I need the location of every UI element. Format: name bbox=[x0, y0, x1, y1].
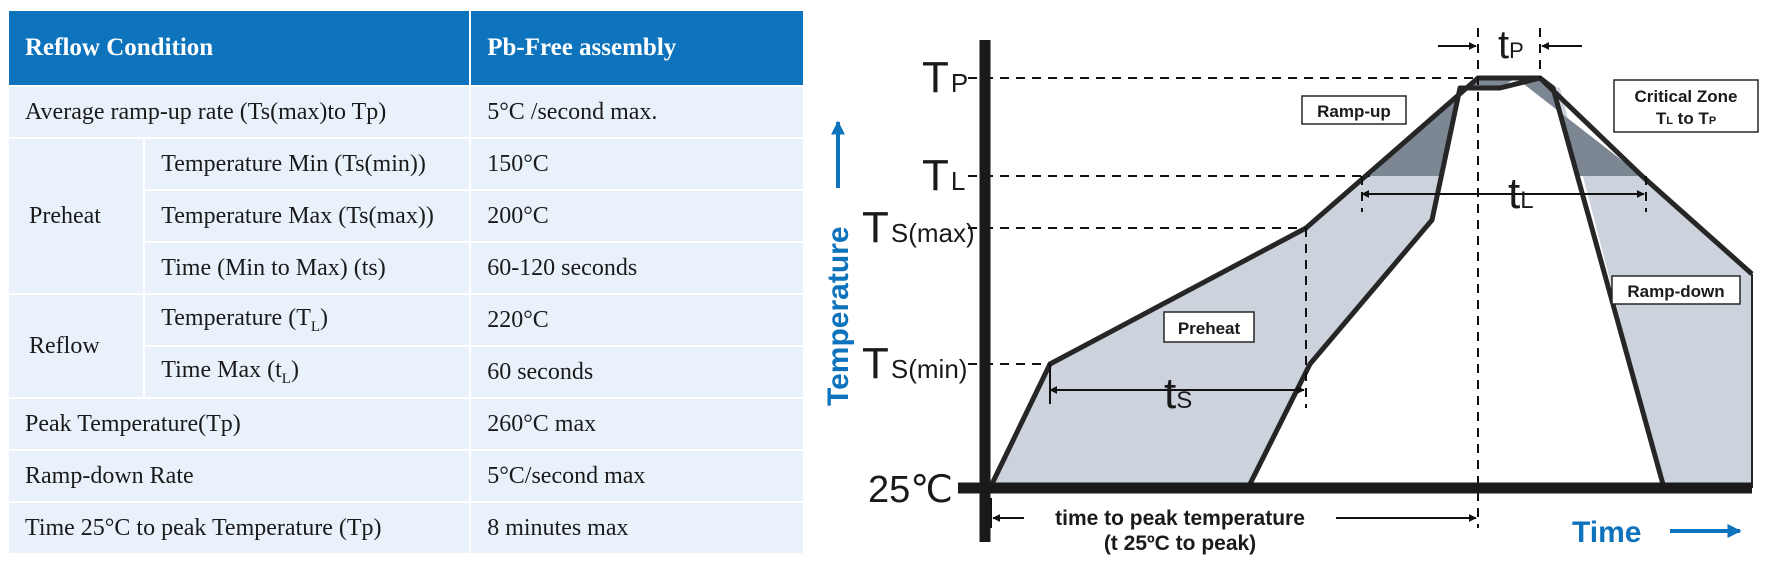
header-reflow-condition: Reflow Condition bbox=[9, 11, 470, 85]
critical-zone-right bbox=[1516, 78, 1642, 176]
row-value: 200°C bbox=[471, 191, 803, 241]
preheat-label: Preheat bbox=[1178, 319, 1241, 338]
row-label: Time Max (tL) bbox=[145, 347, 470, 397]
row-label: Temperature Min (Ts(min)) bbox=[145, 139, 470, 189]
table-row: Average ramp-up rate (Ts(max)to Tp) 5°C … bbox=[9, 87, 803, 137]
row-value: 260°C max bbox=[471, 399, 803, 449]
label-tsmin: TS(min) bbox=[862, 339, 967, 388]
critical-zone-label-1: Critical Zone bbox=[1635, 87, 1738, 106]
row-value: 60-120 seconds bbox=[471, 243, 803, 293]
critical-zone-box bbox=[1613, 79, 1759, 133]
ramp-down-box bbox=[1611, 275, 1741, 305]
time-to-peak-line2: (t 25ºC to peak) bbox=[1104, 532, 1256, 555]
table-row: Temperature Max (Ts(max)) 200°C bbox=[9, 191, 803, 241]
row-label: Temperature Max (Ts(max)) bbox=[145, 191, 470, 241]
table-row: Reflow Temperature (TL) 220°C bbox=[9, 295, 803, 397]
table-row: Time (Min to Max) (ts) 60-120 seconds bbox=[9, 243, 803, 293]
table-row: Ramp-down Rate 5°C/second max bbox=[9, 451, 803, 501]
group-reflow: Reflow bbox=[9, 295, 144, 397]
spec-table: Reflow Condition Pb-Free assembly Averag… bbox=[7, 9, 805, 555]
time-to-peak-caption-bg bbox=[1024, 502, 1336, 550]
profile-inner-line bbox=[1245, 75, 1667, 490]
table-row: Peak Temperature(Tp) 260°C max bbox=[9, 399, 803, 449]
profile-area-left bbox=[990, 78, 1516, 488]
row-value: 60 seconds bbox=[471, 347, 803, 397]
row-value: 220°C bbox=[471, 295, 803, 345]
label-room-temp: 25℃ bbox=[868, 469, 953, 511]
critical-zone-label-2: TL to TP bbox=[1656, 109, 1716, 128]
critical-zone-left bbox=[1370, 78, 1516, 176]
label-tsmax: TS(max) bbox=[862, 203, 975, 252]
row-label: Peak Temperature(Tp) bbox=[9, 399, 470, 449]
row-value: 150°C bbox=[471, 139, 803, 189]
time-to-peak-line1: time to peak temperature bbox=[1055, 507, 1305, 530]
row-label: Ramp-down Rate bbox=[9, 451, 470, 501]
label-span-ts: tS bbox=[1164, 369, 1192, 418]
row-label: Temperature (TL) bbox=[145, 295, 470, 345]
ramp-down-label: Ramp-down bbox=[1627, 282, 1724, 301]
x-axis-title: Time bbox=[1572, 516, 1641, 549]
row-value: 8 minutes max bbox=[471, 503, 803, 553]
row-label: Time 25°C to peak Temperature (Tp) bbox=[9, 503, 470, 553]
preheat-box bbox=[1163, 311, 1255, 343]
group-preheat: Preheat bbox=[9, 139, 144, 293]
row-value: 5°C /second max. bbox=[471, 87, 803, 137]
table-row: Preheat Temperature Min (Ts(min)) 150°C bbox=[9, 139, 803, 293]
ramp-up-label: Ramp-up bbox=[1317, 102, 1391, 121]
label-span-tl: tL bbox=[1508, 169, 1534, 218]
reflow-condition-table: Reflow Condition Pb-Free assembly Averag… bbox=[7, 9, 805, 555]
label-tp: TP bbox=[922, 53, 968, 102]
label-tl: TL bbox=[922, 151, 965, 200]
header-pb-free-assembly: Pb-Free assembly bbox=[471, 11, 803, 85]
ramp-up-box bbox=[1301, 95, 1407, 125]
table-header-row: Reflow Condition Pb-Free assembly bbox=[9, 11, 803, 85]
row-label: Time (Min to Max) (ts) bbox=[145, 243, 470, 293]
y-axis-title: Temperature bbox=[822, 226, 855, 406]
row-value: 5°C/second max bbox=[471, 451, 803, 501]
row-label: Average ramp-up rate (Ts(max)to Tp) bbox=[9, 87, 470, 137]
label-span-tp: tP bbox=[1498, 23, 1524, 67]
table-row: Time 25°C to peak Temperature (Tp) 8 min… bbox=[9, 503, 803, 553]
table-row: Time Max (tL) 60 seconds bbox=[9, 347, 803, 397]
